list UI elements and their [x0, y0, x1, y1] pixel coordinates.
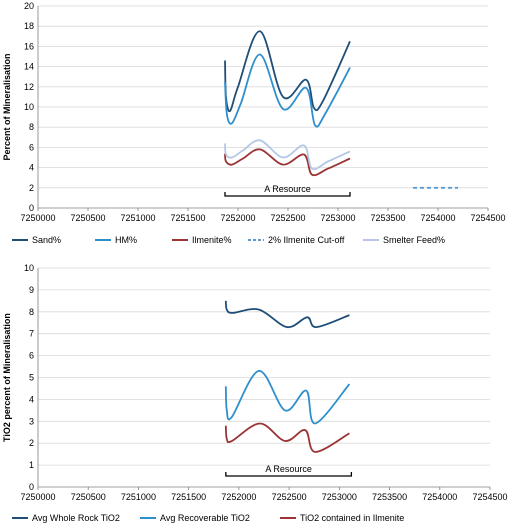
x-tick-label: 7253000 [320, 213, 355, 223]
x-tick-label: 7254000 [420, 213, 455, 223]
y-tick-label: 6 [29, 351, 34, 361]
y-tick-label: 5 [29, 373, 34, 383]
y-tick-label: 4 [29, 163, 34, 173]
legend-label: Ilmenite% [192, 235, 232, 245]
mineralisation-chart: 0 2 4 6 8 10 12 14 16 18 20 7250000 7250500 7251000 72… [2, 1, 506, 245]
x-tick-label: 7250500 [71, 492, 106, 502]
legend-label: Smelter Feed% [383, 235, 445, 245]
legend-label: HM% [115, 235, 137, 245]
y-axis-label: TiO2 percent of Mineralisation [2, 313, 12, 442]
x-tick-label: 7253500 [370, 213, 405, 223]
series-line-avg-whole-rock-tio2 [224, 300, 350, 329]
x-tick-label: 7251500 [171, 492, 206, 502]
x-tick-label: 7250000 [20, 213, 55, 223]
y-tick-label: 10 [24, 102, 34, 112]
series-line-tio2-contained-in-ilmenite [224, 422, 350, 453]
x-tick-label: 7251000 [120, 213, 155, 223]
y-tick-label: 16 [24, 41, 34, 51]
x-tick-label: 7250500 [70, 213, 105, 223]
series-line-ilmenite [224, 148, 351, 177]
y-tick-label: 2 [29, 183, 34, 193]
x-tick-label: 7253000 [322, 492, 357, 502]
y-tick-label: 9 [29, 285, 34, 295]
x-tick-label: 7251000 [121, 492, 156, 502]
y-tick-label: 14 [24, 62, 34, 72]
series-line-hm [224, 53, 351, 128]
x-tick-label: 7251500 [170, 213, 205, 223]
series-line-avg-recoverable-tio2 [224, 370, 351, 425]
x-tick-label: 7254000 [422, 492, 457, 502]
x-tick-label: 7252500 [270, 213, 305, 223]
resource-bracket [225, 472, 353, 477]
legend-label: Avg Recoverable TiO2 [160, 513, 250, 523]
legend-label: Sand% [32, 235, 61, 245]
x-tick-label: 7250000 [20, 492, 55, 502]
x-tick-label: 7252000 [220, 213, 255, 223]
x-tick-label: 7252500 [272, 492, 307, 502]
y-tick-label: 7 [29, 329, 34, 339]
y-tick-label: 8 [29, 307, 34, 317]
resource-bracket [224, 192, 351, 197]
y-axis-label: Percent of Mineralisation [2, 53, 12, 160]
x-tick-label: 7254500 [472, 492, 507, 502]
x-tick-label: 7254500 [470, 213, 505, 223]
y-tick-label: 3 [29, 416, 34, 426]
legend-label: 2% Ilmenite Cut-off [268, 235, 345, 245]
y-tick-label: 12 [24, 82, 34, 92]
resource-annotation: A Resource [264, 184, 311, 194]
y-tick-label: 4 [29, 394, 34, 404]
y-tick-label: 8 [29, 122, 34, 132]
legend-label: TiO2 contained in Ilmenite [300, 513, 404, 523]
y-tick-label: 2 [29, 438, 34, 448]
series-line-smelter-feed [224, 139, 351, 171]
tio2-chart: 0 1 2 3 4 5 6 7 8 9 10 7250000 7250500 7251000 7251500… [2, 263, 508, 523]
resource-annotation: A Resource [265, 464, 312, 474]
series-line-sand [224, 30, 351, 113]
y-tick-label: 1 [29, 460, 34, 470]
y-tick-label: 0 [29, 203, 34, 213]
x-tick-label: 7253500 [372, 492, 407, 502]
y-tick-label: 10 [24, 263, 34, 273]
legend-label: Avg Whole Rock TiO2 [32, 513, 120, 523]
y-tick-label: 20 [24, 1, 34, 11]
x-tick-label: 7252000 [221, 492, 256, 502]
y-tick-label: 18 [24, 21, 34, 31]
y-tick-label: 0 [29, 482, 34, 492]
y-tick-label: 6 [29, 142, 34, 152]
